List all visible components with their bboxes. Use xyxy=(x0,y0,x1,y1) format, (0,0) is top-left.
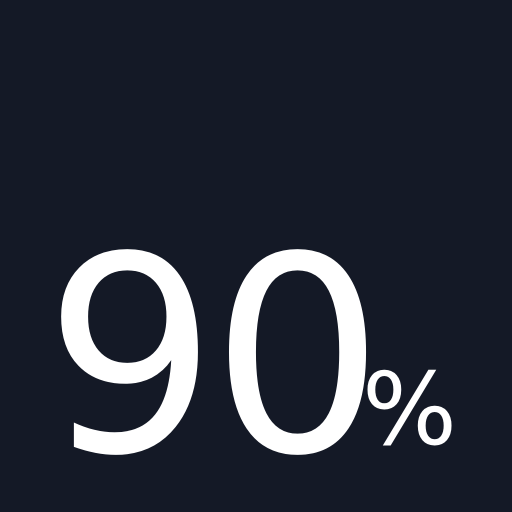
stat-value: 90 xyxy=(44,200,384,512)
stat-unit: % xyxy=(362,351,458,468)
